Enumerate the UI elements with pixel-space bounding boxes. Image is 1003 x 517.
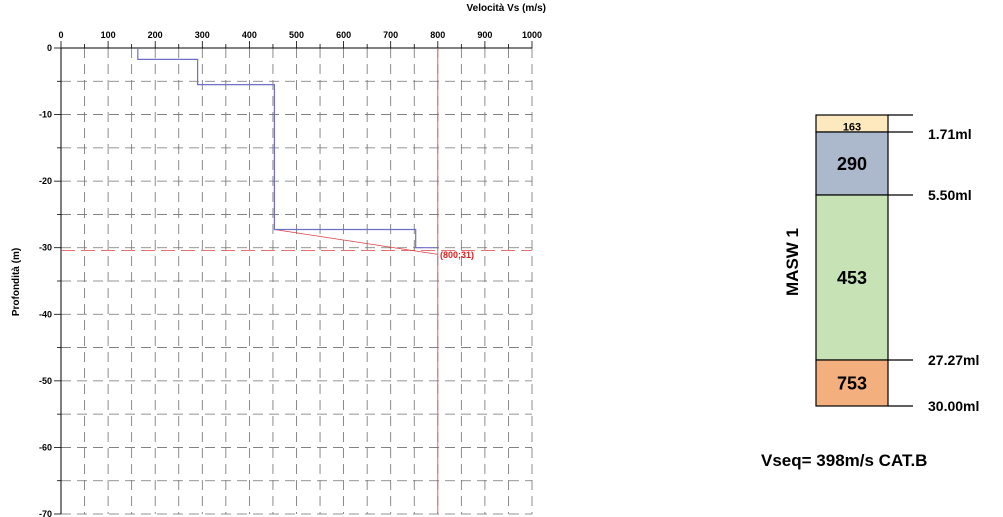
x-tick-label: 100: [101, 30, 116, 40]
tick-labels: 0 100 200 300 400 500 600 700 800 900 1000 0 -10 -20 -…: [39, 30, 542, 517]
grid: [54, 41, 533, 515]
y-tick-label: -70: [39, 509, 52, 517]
depth-label: 1.71ml: [928, 126, 972, 142]
y-tick-label: -60: [39, 442, 52, 452]
y-axis-label: Profondità (m): [11, 248, 22, 316]
x-tick-label: 400: [242, 30, 257, 40]
vs-profile-line: [137, 48, 438, 249]
y-tick-label: -50: [39, 376, 52, 386]
x-tick-label: 0: [58, 30, 63, 40]
y-tick-label: -40: [39, 309, 52, 319]
x-tick-label: 900: [477, 30, 492, 40]
column-layers: 163 1.71ml 290 5.50ml 453 27.27ml 753 30.00ml: [815, 114, 979, 414]
annotation-label: (800;31): [440, 250, 474, 260]
layer-velocity-label: 753: [837, 373, 867, 393]
y-tick-label: -30: [39, 243, 52, 253]
x-tick-label: 700: [383, 30, 398, 40]
x-tick-label: 800: [430, 30, 445, 40]
depth-label: 30.00ml: [928, 398, 979, 414]
column-layer: [815, 194, 889, 361]
reference-lines: [61, 48, 532, 514]
column-layer: [815, 131, 889, 196]
layer-velocity-label: 163: [843, 121, 861, 133]
x-tick-label: 1000: [522, 30, 542, 40]
layer-velocity-label: 453: [837, 268, 867, 288]
x-axis-label: Velocità Vs (m/s): [467, 3, 546, 14]
y-tick-label: -20: [39, 176, 52, 186]
y-tick-label: -10: [39, 110, 52, 120]
series-layer: [137, 48, 438, 249]
column-title: MASW 1: [783, 228, 802, 296]
masw-column: 163 1.71ml 290 5.50ml 453 27.27ml 753 30.00ml M…: [783, 114, 979, 414]
vs-depth-chart: 0 100 200 300 400 500 600 700 800 900 1000 0 -10 -20 -…: [11, 3, 546, 517]
x-tick-label: 600: [336, 30, 351, 40]
x-tick-label: 300: [195, 30, 210, 40]
vseq-label: Vseq= 398m/s CAT.B: [761, 451, 928, 470]
column-layer: [815, 359, 889, 407]
depth-label: 5.50ml: [928, 187, 972, 203]
y-tick-label: 0: [47, 43, 52, 53]
layer-velocity-label: 290: [837, 154, 867, 174]
trend-line: [274, 229, 438, 255]
x-tick-label: 500: [289, 30, 304, 40]
x-tick-label: 200: [148, 30, 163, 40]
depth-label: 27.27ml: [928, 352, 979, 368]
